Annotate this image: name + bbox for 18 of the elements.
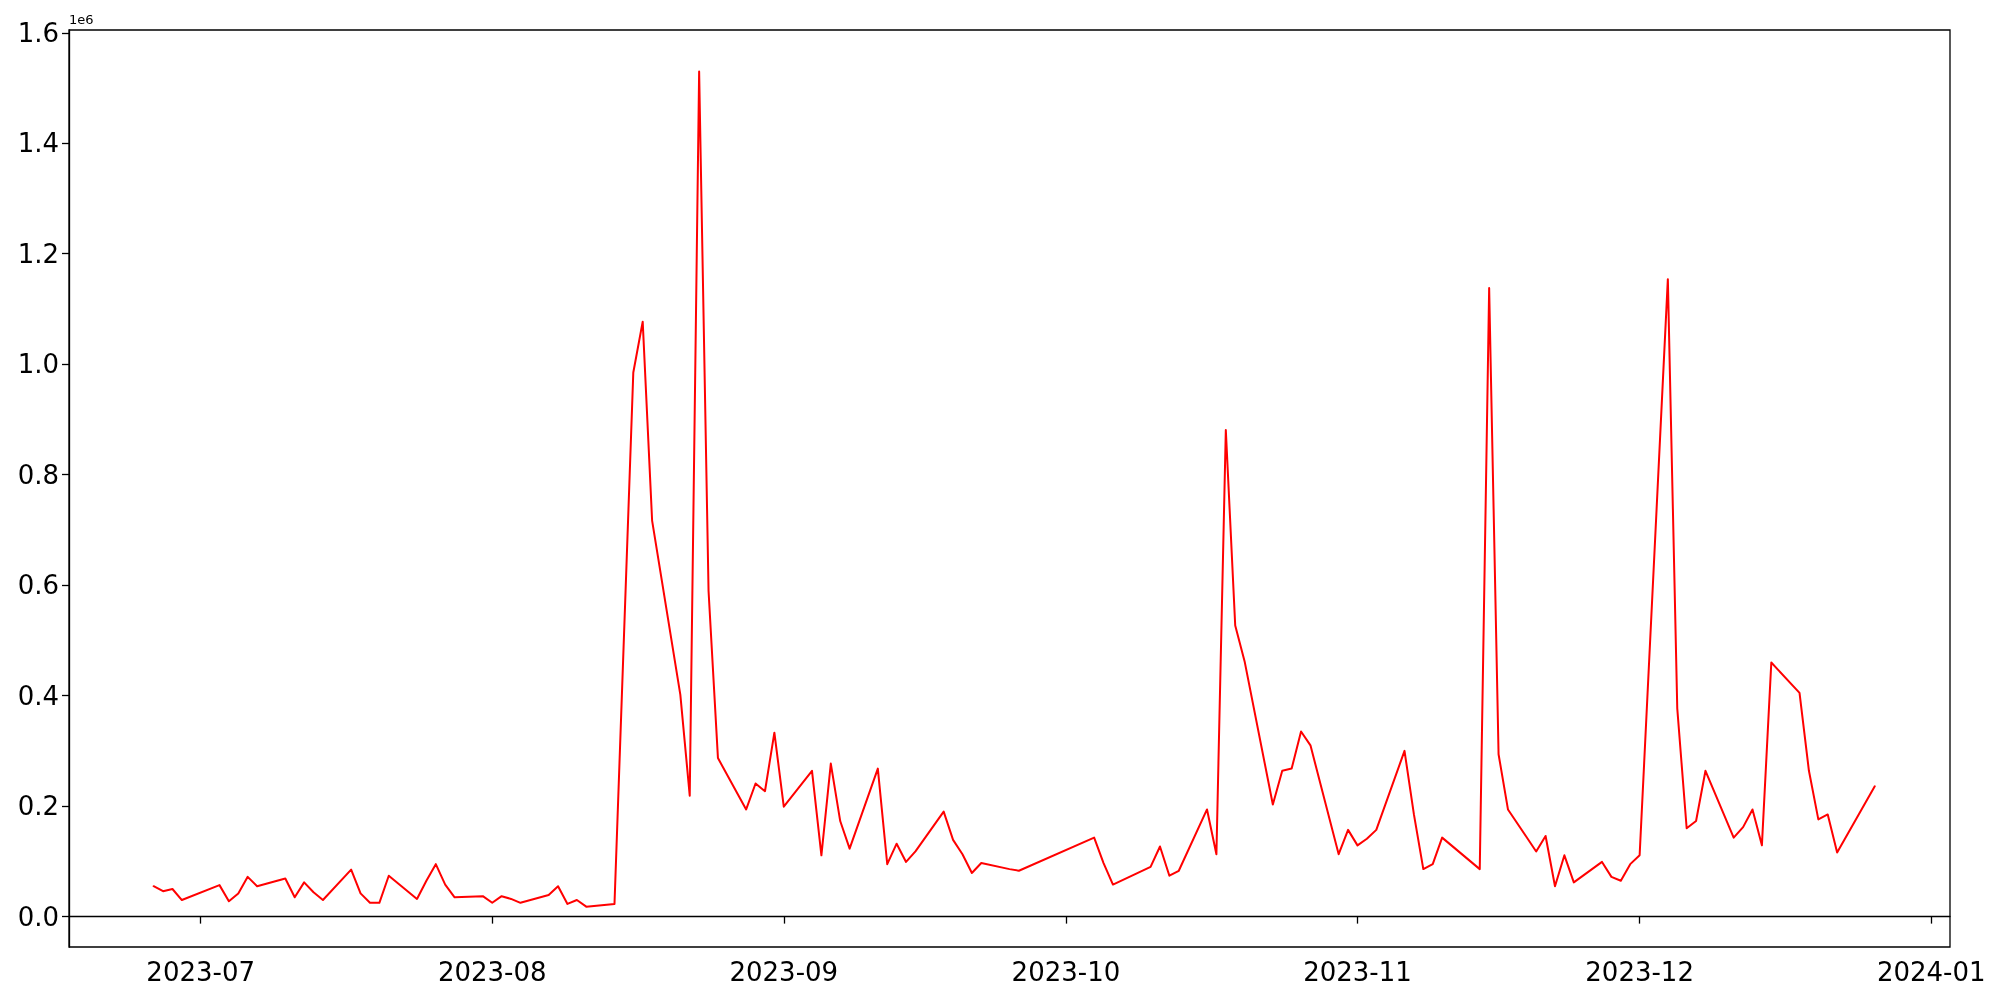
x-tick-label: 2023-08 <box>437 957 547 987</box>
x-tick-label: 2023-11 <box>1303 957 1412 987</box>
y-tick-label: 0.0 <box>17 901 59 932</box>
y-tick-label: 0.6 <box>17 570 59 601</box>
line-series <box>152 70 1876 908</box>
text: 1e6 <box>69 12 94 27</box>
y-tick-label: 1.0 <box>17 349 59 380</box>
y-tick-label: 1.2 <box>17 238 59 269</box>
y-tick-label: 0.4 <box>17 680 59 711</box>
y-tick-label: 0.8 <box>17 459 59 490</box>
x-tick-label: 2023-12 <box>1585 957 1694 987</box>
x-tick-label: 2024-01 <box>1876 957 1986 987</box>
x-tick-label: 2023-09 <box>729 957 839 987</box>
x-tick-label: 2023-10 <box>1011 957 1121 987</box>
x-tick-label: 2023-07 <box>146 957 255 987</box>
y-tick-label: 0.2 <box>17 791 59 822</box>
y-tick-label: 1.6 <box>17 17 59 48</box>
y-tick-label: 1.4 <box>17 128 59 159</box>
